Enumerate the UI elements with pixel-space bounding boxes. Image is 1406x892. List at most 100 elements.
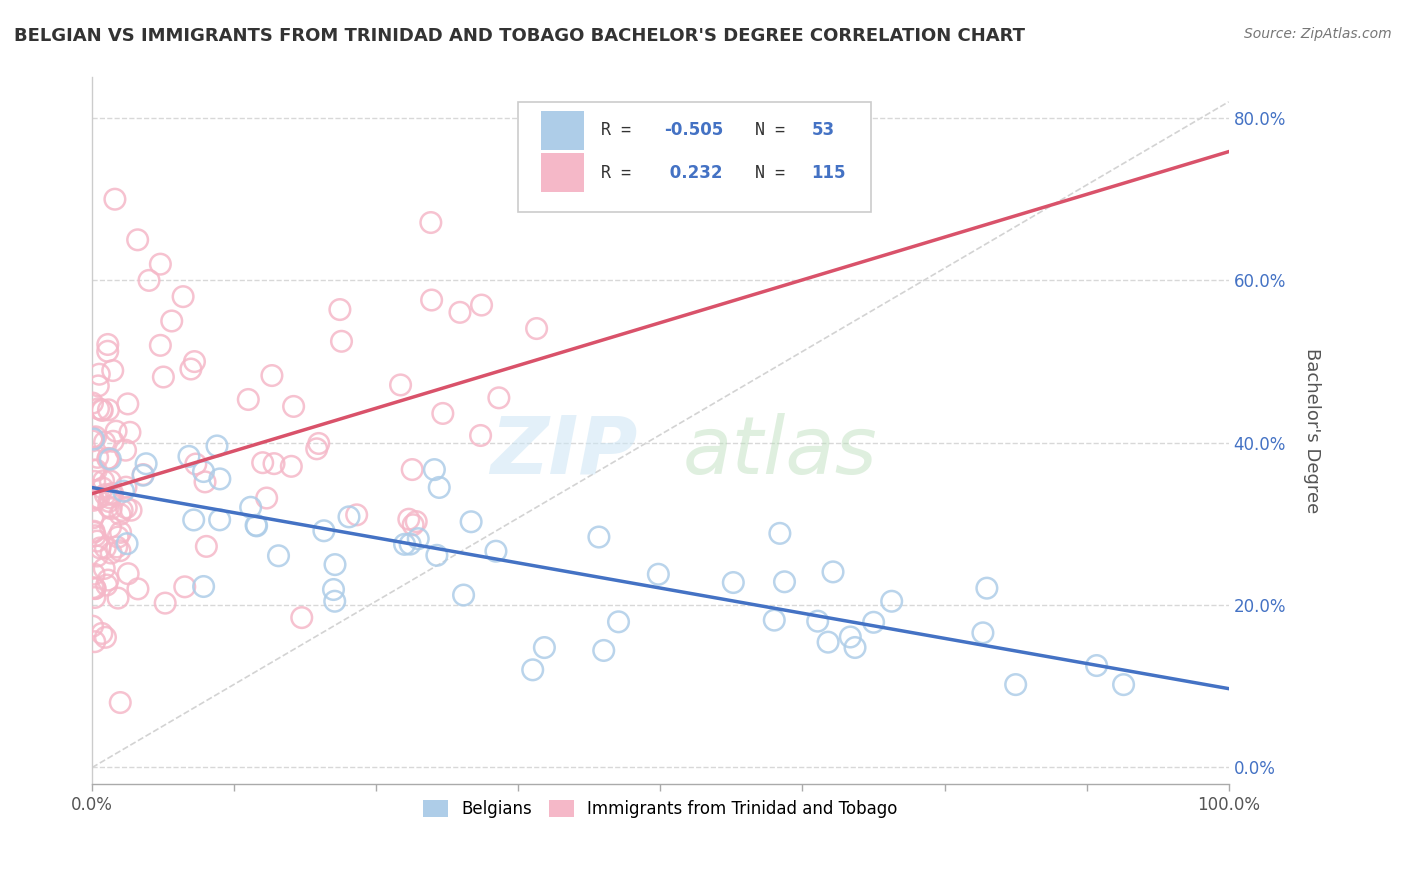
Point <box>83 524 105 539</box>
Point <box>526 321 548 335</box>
Point <box>82 434 104 448</box>
Point <box>98 452 121 467</box>
Point <box>807 614 830 628</box>
Point <box>132 468 155 483</box>
Text: R =: R = <box>602 164 641 182</box>
Text: 0.232: 0.232 <box>664 164 723 182</box>
Point <box>84 529 107 543</box>
Point <box>87 491 110 505</box>
Point <box>238 392 260 407</box>
Point <box>423 462 446 476</box>
Point <box>470 428 492 442</box>
Point <box>312 524 335 538</box>
Point <box>1112 678 1135 692</box>
Point <box>426 549 449 563</box>
Point <box>153 596 176 610</box>
Point <box>86 491 108 506</box>
Point <box>183 513 205 527</box>
Point <box>522 663 544 677</box>
Point <box>420 293 443 307</box>
Point <box>94 630 117 644</box>
Text: R =: R = <box>602 121 641 139</box>
Point <box>110 696 132 710</box>
Point <box>763 613 786 627</box>
Point <box>177 450 200 464</box>
Point <box>485 544 508 558</box>
Point <box>260 368 283 383</box>
Point <box>406 532 429 546</box>
Point <box>87 379 110 393</box>
Point <box>93 474 115 488</box>
Text: N =: N = <box>755 121 794 139</box>
Text: ZIP: ZIP <box>491 413 638 491</box>
Point <box>592 643 614 657</box>
Point <box>256 491 278 505</box>
Point <box>86 534 108 549</box>
Point <box>193 465 215 479</box>
Point <box>97 573 120 587</box>
Bar <box>541 153 585 192</box>
Text: BELGIAN VS IMMIGRANTS FROM TRINIDAD AND TOBAGO BACHELOR'S DEGREE CORRELATION CHA: BELGIAN VS IMMIGRANTS FROM TRINIDAD AND … <box>14 27 1025 45</box>
Point <box>844 640 866 655</box>
Y-axis label: Bachelor's Degree: Bachelor's Degree <box>1303 348 1320 513</box>
Point <box>817 635 839 649</box>
Point <box>107 591 129 605</box>
Point <box>647 567 669 582</box>
Bar <box>541 111 585 150</box>
Point <box>107 530 129 544</box>
Point <box>82 493 104 508</box>
Point <box>97 451 120 466</box>
Point <box>394 537 416 551</box>
Point <box>280 459 302 474</box>
Point <box>330 334 353 349</box>
Point <box>773 574 796 589</box>
Point <box>449 305 471 319</box>
Point <box>402 517 425 532</box>
Point <box>972 625 994 640</box>
Point <box>194 475 217 489</box>
Text: 53: 53 <box>811 121 835 139</box>
Point <box>152 370 174 384</box>
Point <box>112 484 135 499</box>
Point <box>267 549 290 563</box>
Point <box>533 640 555 655</box>
Point <box>86 549 108 563</box>
Point <box>1085 658 1108 673</box>
Point <box>821 565 844 579</box>
Point <box>588 530 610 544</box>
Point <box>110 525 132 540</box>
Point <box>118 425 141 440</box>
Point <box>389 378 412 392</box>
Point <box>183 354 205 368</box>
Text: 115: 115 <box>811 164 846 182</box>
Point <box>83 463 105 477</box>
Point <box>89 368 111 382</box>
Point <box>460 515 482 529</box>
Point <box>94 541 117 555</box>
Point <box>114 443 136 458</box>
Point <box>90 626 112 640</box>
Point <box>98 491 121 505</box>
Point <box>108 508 131 522</box>
Point <box>83 525 105 540</box>
Point <box>127 582 149 596</box>
Point <box>89 541 111 555</box>
Text: Source: ZipAtlas.com: Source: ZipAtlas.com <box>1244 27 1392 41</box>
Point <box>127 233 149 247</box>
Point <box>97 344 120 359</box>
Point <box>769 526 792 541</box>
Point <box>470 298 492 312</box>
Point <box>245 518 267 533</box>
Point <box>100 501 122 516</box>
Text: N =: N = <box>755 164 794 182</box>
Point <box>86 463 108 477</box>
Point <box>283 400 305 414</box>
Point <box>115 480 138 494</box>
Point <box>87 401 110 416</box>
Point <box>94 487 117 501</box>
Point <box>101 434 124 449</box>
Point <box>97 500 120 514</box>
Point <box>252 456 274 470</box>
Point <box>100 520 122 534</box>
Point <box>180 362 202 376</box>
